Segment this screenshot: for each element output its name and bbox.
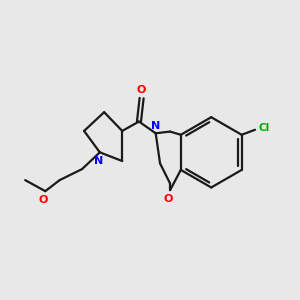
Text: N: N	[94, 156, 103, 167]
Text: Cl: Cl	[258, 123, 270, 133]
Text: O: O	[164, 194, 173, 204]
Text: O: O	[137, 85, 146, 95]
Text: N: N	[151, 121, 160, 130]
Text: O: O	[39, 195, 48, 205]
